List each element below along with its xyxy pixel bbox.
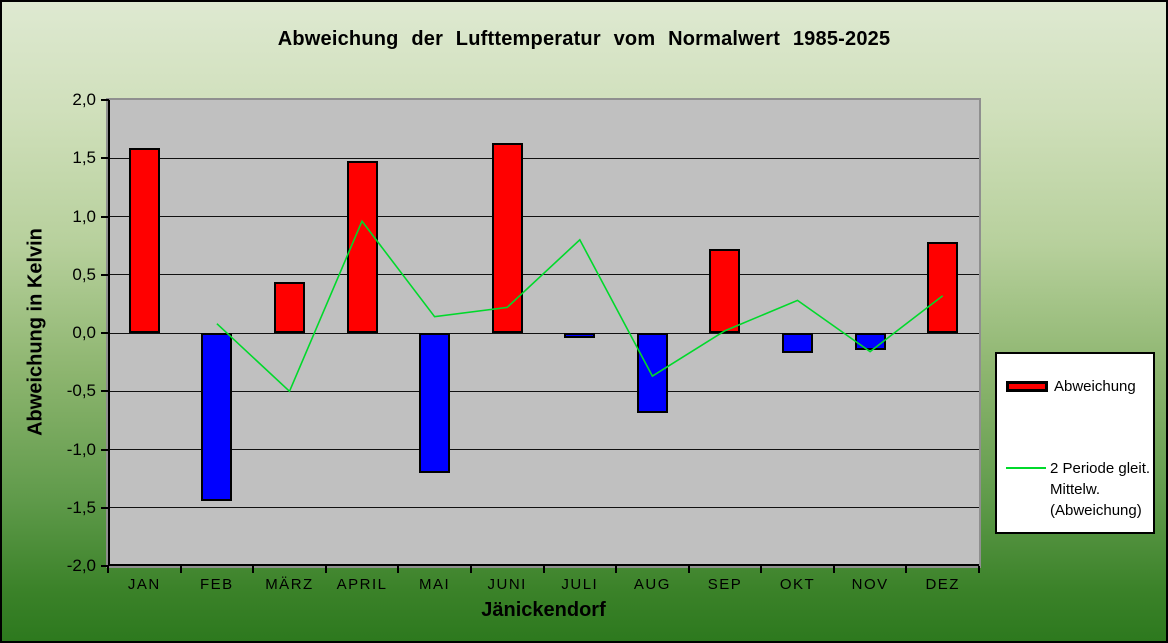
bar-mai: [419, 333, 451, 473]
x-tick-mark: [542, 566, 545, 573]
y-tick-label: -1,0: [66, 439, 96, 459]
bar-april: [346, 160, 378, 333]
x-axis-title: Jänickendorf: [481, 599, 606, 621]
x-axis-line: [108, 564, 979, 566]
x-tick-label-sep: SEP: [707, 576, 743, 593]
x-tick-mark: [397, 566, 400, 573]
x-tick-mark: [252, 566, 255, 573]
legend-entry-moving-average: 2 Periode gleit. Mittelw. (Abweichung): [1006, 458, 1150, 521]
y-tick-mark: [101, 215, 109, 218]
legend-entry-abweichung: Abweichung: [1006, 376, 1136, 397]
y-tick-label: -1,5: [66, 497, 96, 517]
x-tick-mark: [469, 566, 472, 573]
y-tick-mark: [101, 506, 109, 509]
y-tick-mark: [101, 273, 109, 276]
y-tick-mark: [101, 332, 109, 334]
gridline: [108, 157, 979, 159]
x-tick-mark: [615, 566, 618, 573]
x-tick-mark: [905, 566, 908, 573]
gridline: [108, 332, 979, 334]
y-tick-label: 0,5: [72, 264, 96, 284]
bar-juni: [491, 143, 523, 333]
x-tick-label-aug: AUG: [633, 576, 671, 593]
gridline: [108, 274, 979, 276]
y-tick-label: 2,0: [72, 90, 96, 109]
x-tick-label-nov: NOV: [851, 576, 889, 593]
x-tick-label-feb: FEB: [200, 576, 234, 593]
gridline: [108, 216, 979, 217]
x-tick-mark: [179, 566, 182, 573]
x-tick-label-okt: OKT: [779, 576, 816, 593]
y-tick-mark: [101, 157, 109, 160]
plot-area-frame: [106, 98, 981, 568]
y-tick-label: -2,0: [66, 556, 96, 575]
y-tick-label: 1,0: [72, 206, 96, 226]
y-tick-mark: [101, 565, 109, 567]
x-tick-mark: [324, 566, 327, 573]
bar-sep: [709, 249, 741, 333]
x-tick-mark: [978, 566, 980, 573]
x-tick-label-jan: JAN: [127, 576, 161, 593]
bar-juli: [564, 333, 596, 338]
y-tick-label: 1,5: [72, 148, 96, 168]
y-tick-mark: [101, 99, 109, 101]
x-tick-mark: [107, 566, 109, 573]
x-tick-mark: [832, 566, 835, 573]
bar-nov: [854, 333, 886, 351]
gridline: [108, 507, 979, 509]
bar-dez: [927, 242, 959, 333]
y-tick-mark: [101, 448, 109, 451]
x-tick-label-märz: MÄRZ: [265, 576, 314, 593]
legend-green-line-swatch-icon: [1006, 467, 1046, 469]
y-tick-label: -0,5: [66, 381, 96, 401]
bar-feb: [201, 333, 233, 501]
x-tick-label-mai: MAI: [419, 576, 451, 593]
x-tick-label-juni: JUNI: [487, 576, 527, 593]
bar-märz: [273, 281, 305, 333]
y-axis-line: [108, 100, 110, 566]
x-tick-mark: [687, 566, 690, 573]
gridline: [108, 449, 979, 450]
legend: Abweichung 2 Periode gleit. Mittelw. (Ab…: [995, 352, 1155, 534]
gridline: [108, 390, 979, 392]
bar-aug: [636, 333, 668, 414]
legend-red-bar-swatch-icon: [1006, 381, 1048, 392]
bar-jan: [128, 147, 160, 333]
x-tick-label-juli: JULI: [561, 576, 599, 593]
y-tick-mark: [101, 390, 109, 393]
x-tick-mark: [760, 566, 763, 573]
chart-title: Abweichung der Lufttemperatur vom Normal…: [277, 28, 891, 50]
y-tick-label: 0,0: [72, 323, 96, 342]
legend-label-moving-average: 2 Periode gleit. Mittelw. (Abweichung): [1050, 460, 1151, 519]
legend-label-abweichung: Abweichung: [1054, 378, 1136, 395]
x-tick-label-dez: DEZ: [925, 576, 960, 593]
bar-okt: [782, 333, 814, 353]
plot-area: [108, 100, 979, 566]
x-tick-label-april: APRIL: [336, 576, 388, 593]
